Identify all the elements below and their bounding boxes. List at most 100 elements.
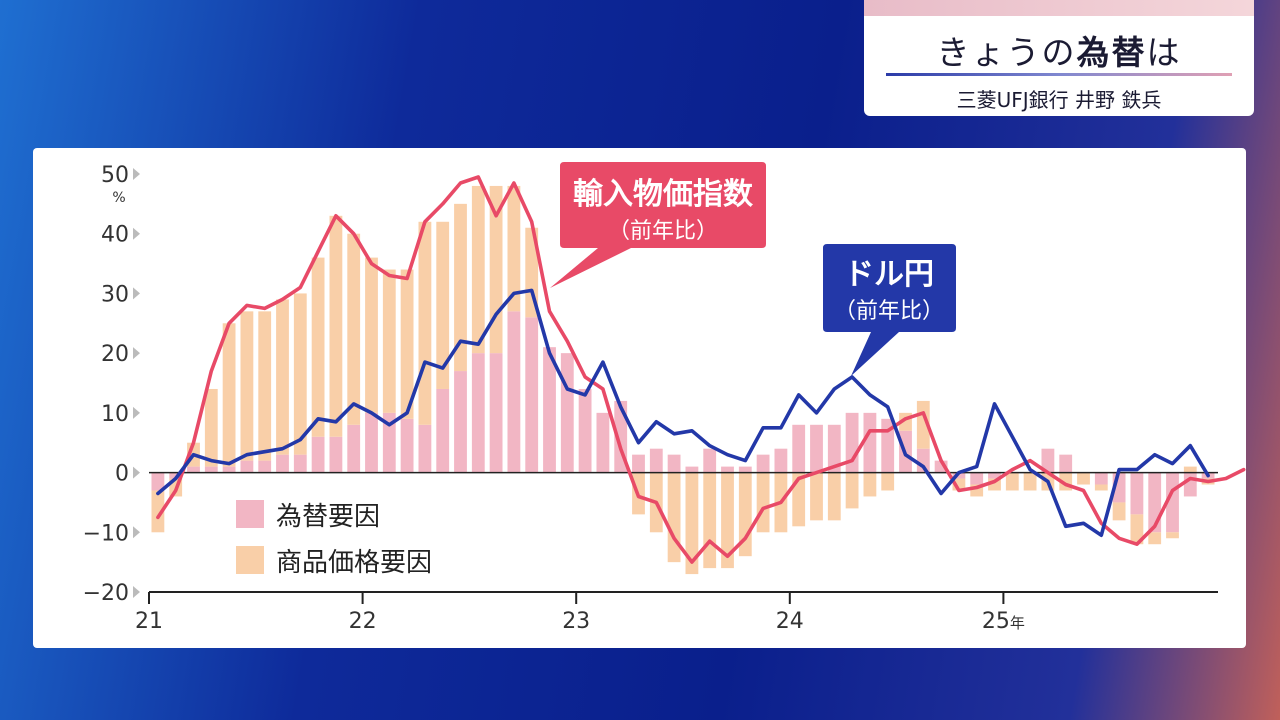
fx-bar xyxy=(810,424,823,473)
fx-bar xyxy=(276,454,289,473)
y-tick-marker xyxy=(133,526,140,539)
chart-panel: 50 40 30 20 10 0 −10 −20% 21 22 23 24 25年 為替要因 商品価格要… xyxy=(33,148,1246,648)
fx-bar xyxy=(774,448,788,473)
fx-bar xyxy=(382,412,396,473)
commodity-bar xyxy=(293,293,307,455)
fx-bar xyxy=(703,448,717,473)
fx-bar xyxy=(187,466,200,473)
legend-label: 為替要因 xyxy=(276,502,380,532)
commodity-bar xyxy=(1112,502,1126,521)
fx-bar xyxy=(293,454,307,473)
fx-bar xyxy=(489,353,503,473)
fx-bar xyxy=(454,371,467,473)
y-tick-marker xyxy=(133,347,140,360)
commodity-bar xyxy=(881,472,895,491)
x-tick-label: 23 xyxy=(562,609,590,634)
commodity-bar xyxy=(970,484,984,497)
commodity-bar xyxy=(1130,514,1144,545)
y-tick-label: −10 xyxy=(83,521,129,546)
fx-bar xyxy=(649,448,663,473)
y-tick-label: 30 xyxy=(101,282,129,307)
fx-bar xyxy=(329,436,343,473)
fx-bar xyxy=(507,311,521,473)
commodity-bar xyxy=(756,472,770,533)
x-tick-label: 25年 xyxy=(982,609,1025,634)
commodity-bar xyxy=(204,388,218,467)
commodity-bar xyxy=(1023,472,1037,491)
usdjpy-line xyxy=(156,288,1210,538)
commodity-bar xyxy=(240,311,254,461)
x-tick-suffix: 年 xyxy=(1010,614,1025,632)
fx-bar xyxy=(222,466,236,473)
fx-bar xyxy=(347,424,361,473)
fx-bar xyxy=(1094,472,1108,485)
legend-swatch xyxy=(236,546,264,574)
usdjpy-callout-box xyxy=(823,244,956,376)
commodity-bar xyxy=(952,478,966,491)
y-tick-marker xyxy=(133,287,140,300)
import-price-line xyxy=(156,175,1246,564)
commodity-bar xyxy=(1166,532,1179,539)
legend-label: 商品価格要因 xyxy=(276,548,432,578)
commodity-bar xyxy=(471,185,485,354)
fx-bar xyxy=(258,460,272,473)
fx-bar xyxy=(827,424,841,473)
commodity-bar xyxy=(365,257,378,413)
title-suffix: は xyxy=(1146,33,1182,72)
commodity-bar xyxy=(436,221,450,389)
commodity-bar xyxy=(507,185,521,312)
fx-bar xyxy=(721,466,734,473)
commodity-bar xyxy=(685,472,699,575)
fx-bar xyxy=(792,424,806,473)
commodity-bar xyxy=(667,472,681,563)
x-tick-label: 22 xyxy=(349,609,377,634)
y-tick-label: 40 xyxy=(101,223,129,248)
y-tick-label: 10 xyxy=(101,402,129,427)
chart-y-axis: 50 40 30 20 10 0 −10 −20% xyxy=(83,163,140,606)
commodity-bar xyxy=(1183,466,1197,473)
y-tick-marker xyxy=(133,586,140,598)
commodity-bar xyxy=(400,269,414,419)
fx-bar xyxy=(365,412,378,473)
commodity-bar xyxy=(792,472,806,527)
chart-callouts: 輸入物価指数 （前年比） ドル円 （前年比） xyxy=(550,162,956,376)
page-subtitle: 三菱UFJ銀行 井野 鉄兵 xyxy=(956,88,1162,112)
commodity-bar xyxy=(703,472,717,569)
fx-bar xyxy=(738,466,752,473)
title-prefix: きょうの xyxy=(936,33,1077,72)
commodity-bar xyxy=(863,472,877,497)
commodity-bar xyxy=(454,203,467,372)
commodity-bar xyxy=(827,472,841,521)
commodity-bar xyxy=(222,323,236,467)
fx-bar xyxy=(311,436,325,473)
fx-bar xyxy=(988,472,1001,479)
fx-bar xyxy=(667,454,681,473)
fx-bar xyxy=(1183,472,1197,497)
import-price-callout-box xyxy=(550,162,766,288)
commodity-bar xyxy=(311,257,325,437)
fx-bar xyxy=(1041,448,1055,473)
fx-bar xyxy=(525,317,539,473)
commodity-bar xyxy=(721,472,734,569)
commodity-bar xyxy=(525,227,539,318)
commodity-bar xyxy=(845,472,859,509)
y-tick-marker xyxy=(133,406,140,419)
fx-bar xyxy=(756,454,770,473)
commodity-bar xyxy=(276,299,289,455)
title-emphasis: 為替 xyxy=(1076,33,1147,72)
usdjpy-callout-title: ドル円 xyxy=(844,257,934,292)
x-tick-label: 24 xyxy=(776,609,804,634)
commodity-bar xyxy=(329,215,343,437)
fx-bar xyxy=(1059,454,1073,473)
fx-bar xyxy=(578,388,592,473)
import-price-callout-title: 輸入物価指数 xyxy=(573,177,754,212)
fx-bar xyxy=(240,460,254,473)
fx-bar xyxy=(151,472,165,491)
commodity-bar xyxy=(810,472,823,521)
import-price-callout-subtitle: （前年比） xyxy=(608,219,718,244)
fx-bar xyxy=(863,412,877,473)
commodity-bar xyxy=(347,233,361,425)
commodity-bar xyxy=(988,478,1001,491)
title-divider xyxy=(886,73,1232,76)
title-card-topbar xyxy=(864,0,1254,16)
